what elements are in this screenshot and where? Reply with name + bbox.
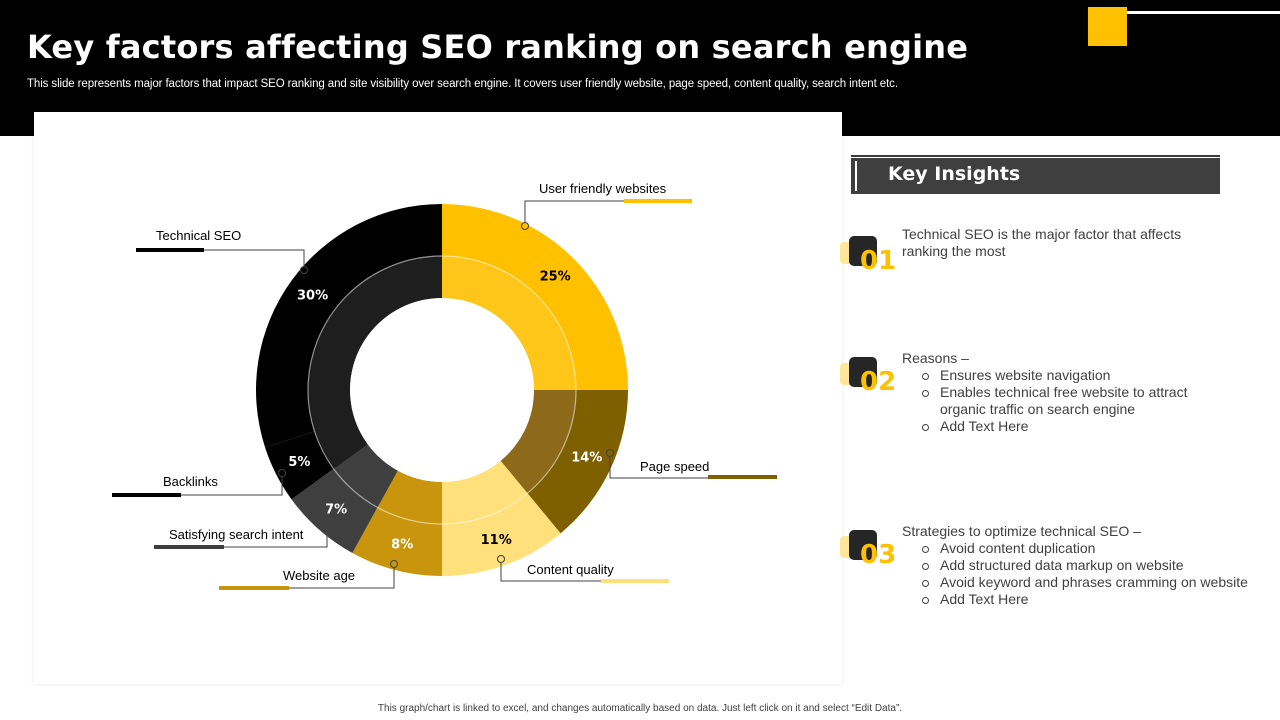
callout-line-technical-seo: [136, 249, 305, 270]
key-insights-header: Key Insights: [851, 155, 1220, 194]
category-label-technical-seo: Technical SEO: [156, 228, 241, 243]
donut-inner-slice-satisfying-search-intent: [333, 444, 398, 508]
key-insights-top-line: [851, 155, 1220, 157]
donut-inner-slice-technical-seo: [308, 256, 442, 432]
callout-dot-satisfying-search-intent: [323, 526, 331, 534]
insight-text: Reasons –: [902, 350, 969, 366]
callout-dot-technical-seo: [300, 266, 308, 274]
insight-bullet: Ensures website navigation: [902, 367, 1232, 384]
chart-callouts: User friendly websites Page speed Content …: [112, 181, 777, 590]
callout-line-user-friendly-websites: [524, 200, 642, 226]
category-label-content-quality: Content quality: [527, 562, 614, 577]
insight-bullet: Avoid content duplication: [902, 540, 1272, 557]
callout-underline-user-friendly-websites: [624, 199, 692, 203]
key-insights-title: Key Insights: [888, 163, 1021, 185]
donut-inner-slice-backlinks: [314, 418, 368, 469]
donut-hole: [350, 298, 534, 482]
insight-badge-01: 01: [840, 236, 900, 284]
value-label-content-quality: 11%: [481, 533, 512, 548]
insight-bullet: Avoid keyword and phrases cramming on we…: [902, 574, 1272, 591]
donut-inner-slice-page-speed: [500, 390, 576, 494]
key-insights-bar: [851, 158, 1220, 194]
category-label-page-speed: Page speed: [640, 459, 709, 474]
category-label-backlinks: Backlinks: [163, 474, 218, 489]
value-label-user-friendly-websites: 25%: [540, 269, 571, 284]
callout-underline-backlinks: [112, 493, 181, 497]
value-label-page-speed: 14%: [571, 451, 602, 466]
insight-number: 01: [860, 246, 897, 276]
callout-dot-backlinks: [278, 469, 286, 477]
insight-bullet: Add Text Here: [902, 418, 1232, 435]
chart-panel[interactable]: 25% 14% 11% 8% 7% 5% 30% User friendly website…: [34, 112, 842, 684]
page-subtitle: This slide represents major factors that…: [27, 78, 898, 90]
callout-underline-website-age: [219, 586, 289, 590]
value-label-backlinks: 5%: [288, 455, 310, 470]
chart-value-labels: 25% 14% 11% 8% 7% 5% 30%: [288, 269, 602, 552]
insight-03: Strategies to optimize technical SEO – A…: [902, 523, 1272, 608]
badge-front-square: [849, 530, 877, 560]
insight-02: Reasons – Ensures website navigation Ena…: [902, 350, 1232, 435]
accent-line: [1127, 11, 1280, 14]
value-label-website-age: 8%: [391, 537, 413, 552]
donut-inner-slice-user-friendly-websites: [442, 256, 576, 390]
callout-underline-satisfying-search-intent: [154, 545, 224, 549]
callout-underline-technical-seo: [136, 248, 204, 252]
insight-number: 02: [860, 367, 897, 397]
donut-chart[interactable]: 25% 14% 11% 8% 7% 5% 30% User friendly website…: [34, 112, 842, 684]
donut-mid-ring: [307, 255, 577, 525]
key-insights-divider: [855, 161, 857, 191]
insight-badge-03: 03: [840, 530, 900, 578]
chart-slices: [255, 204, 628, 576]
badge-front-square: [849, 357, 877, 387]
insight-01: Technical SEO is the major factor that a…: [902, 226, 1222, 260]
category-label-user-friendly-websites: User friendly websites: [539, 181, 667, 196]
insight-text: Strategies to optimize technical SEO –: [902, 523, 1141, 539]
callout-dot-user-friendly-websites: [521, 222, 529, 230]
callout-underline-page-speed: [708, 475, 777, 479]
footer-note: This graph/chart is linked to excel, and…: [377, 703, 903, 714]
callout-dot-content-quality: [497, 555, 505, 563]
donut-inner-slice-website-age: [377, 470, 442, 524]
category-label-website-age: Website age: [283, 568, 355, 583]
callout-dot-page-speed: [606, 449, 614, 457]
callout-dot-website-age: [390, 560, 398, 568]
chart-rings: [307, 255, 577, 525]
insight-bullet: Add structured data markup on website: [902, 557, 1272, 574]
insight-number: 03: [860, 540, 897, 570]
value-label-technical-seo: 30%: [297, 288, 328, 303]
insight-bullet: Add Text Here: [902, 591, 1272, 608]
value-label-satisfying-search-intent: 7%: [325, 503, 347, 518]
insight-text: Technical SEO is the major factor that a…: [902, 226, 1182, 259]
page-title: Key factors affecting SEO ranking on sea…: [27, 28, 969, 66]
insight-bullets: Avoid content duplication Add structured…: [902, 540, 1272, 608]
insight-bullets: Ensures website navigation Enables techn…: [902, 367, 1232, 435]
badge-front-square: [849, 236, 877, 266]
donut-inner-slice-content-quality: [442, 460, 528, 524]
category-label-satisfying-search-intent: Satisfying search intent: [169, 527, 304, 542]
callout-underline-content-quality: [601, 579, 669, 583]
insight-badge-02: 02: [840, 357, 900, 405]
accent-square: [1088, 7, 1127, 46]
insight-bullet: Enables technical free website to attrac…: [902, 384, 1232, 418]
